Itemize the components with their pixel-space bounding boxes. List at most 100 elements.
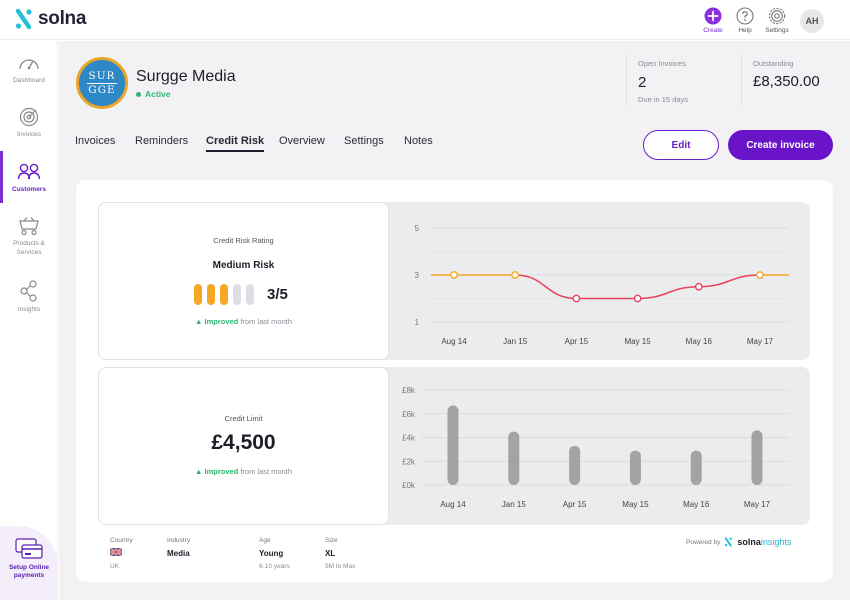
rating-summary: Credit Risk Rating Medium Risk 3/5 ▲ Imp… [98,202,389,360]
x-tick-label: Jan 15 [502,500,527,509]
cart-icon [19,217,39,236]
y-tick-label: 1 [415,318,420,327]
line-point [450,271,458,279]
powered-by: Powered by solnainsights [686,537,791,547]
stat-divider [626,54,627,106]
rating-panel: Credit Risk Rating Medium Risk 3/5 ▲ Imp… [98,202,810,360]
age-value: Young [259,549,284,558]
trend-up-icon: ▲ [194,467,205,476]
limit-summary: Credit Limit £4,500 ▲ Improved from last… [98,367,389,525]
size-label: Size [325,537,338,544]
help-icon [736,7,754,25]
setup-label-1: Setup Online [8,564,50,571]
x-tick-label: May 16 [686,337,713,346]
sidebar-item-insights[interactable]: Insights [0,280,58,314]
gauge-icon [19,59,39,70]
limit-title: Credit Limit [224,414,263,423]
tab-settings[interactable]: Settings [344,135,384,147]
open-invoices-label: Open Invoices [638,59,686,68]
create-button[interactable]: Create [693,7,733,34]
credit-limit-bar-chart: £8k £6k £4k £2k £0k Aug 14 Jan 15 Apr 15 May 15 M… [402,386,789,509]
customer-logo-bottom: GGE [88,83,116,96]
bar [629,450,641,485]
sidebar-item-customers[interactable]: Customers [0,162,58,194]
target-icon [19,107,39,127]
powered-label: Powered by [686,538,721,546]
bar [508,431,520,485]
sidebar-item-label: Insights [17,306,41,313]
sidebar-item-label: Invoices [17,131,41,138]
edit-button[interactable]: Edit [643,130,719,160]
tab-credit-risk[interactable]: Credit Risk [206,135,265,152]
powered-brand[interactable]: solnainsights [737,537,791,547]
limit-panel: Credit Limit £4,500 ▲ Improved from last… [98,367,810,525]
y-tick-label: £4k [402,434,416,443]
sidebar-active-indicator [0,151,3,203]
line-point [511,271,520,279]
settings-button[interactable]: Settings [757,7,797,34]
avatar[interactable]: AH [800,9,824,33]
setup-online-payments[interactable]: Setup Online payments [0,526,58,600]
sidebar-item-products[interactable]: Products & Services [0,216,58,257]
create-invoice-button[interactable]: Create invoice [728,130,833,160]
uk-flag-icon [110,548,122,556]
sidebar-item-label-2: Services [16,249,42,256]
solna-logo[interactable]: solna [14,8,86,30]
y-tick-label: £6k [402,410,416,419]
rating-bar-empty [233,284,241,305]
y-tick-label: 5 [415,224,420,233]
tab-invoices[interactable]: Invoices [75,135,116,147]
y-tick-label: £8k [402,386,416,395]
rating-bars [194,284,259,305]
help-button[interactable]: Help [725,7,765,34]
solna-insights-logo-icon [725,537,733,547]
line-point [572,294,581,303]
sidebar-item-label: Products & [13,240,45,247]
credit-rating-line-chart: 5 3 1 Aug 14 Jan 15 Apr 15 May 15 May 16 May 17 [415,224,789,346]
tab-notes[interactable]: Notes [404,135,433,147]
trend-rest: from last month [240,467,293,476]
powered-brand-accent: insights [760,537,792,547]
bar [447,405,459,485]
y-tick-label: £0k [402,481,416,490]
trend-rest: from last month [240,317,293,326]
customer-logo-top: SUR [88,69,116,82]
outstanding-value: £8,350.00 [753,73,820,90]
country-label: Country [110,537,133,544]
customers-icon [17,163,41,180]
settings-label: Settings [765,27,789,34]
x-tick-label: May 15 [622,500,649,509]
x-tick-label: Apr 15 [565,337,589,346]
sidebar: Dashboard Invoices Customers Products & … [0,40,58,600]
bar [751,430,763,485]
x-tick-label: May 17 [747,337,774,346]
trend-up-icon: ▲ [194,317,205,326]
y-tick-label: 3 [415,271,420,280]
sidebar-item-label: Customers [12,186,46,193]
size-sub: 5M to Max [325,563,356,570]
line-point [694,282,703,291]
industry-label: Industry [167,537,191,544]
trend-word: Improved [204,467,239,476]
sidebar-item-invoices[interactable]: Invoices [0,107,58,139]
rating-title: Credit Risk Rating [213,236,274,245]
customer-name: Surgge Media [136,68,236,85]
status-badge: Active [136,89,171,99]
status-dot-icon [136,91,141,97]
top-bar: solna Create Help Settings AH [0,0,850,40]
bar [690,450,702,485]
size-value: XL [325,549,336,558]
payment-cards-icon [15,538,43,559]
tab-overview[interactable]: Overview [279,135,325,147]
setup-label-2: payments [13,572,45,579]
solna-logo-icon [15,8,32,30]
credit-risk-card: Credit Risk Rating Medium Risk 3/5 ▲ Imp… [76,180,833,582]
plus-circle-icon [704,7,722,25]
x-tick-label: May 16 [683,500,710,509]
gear-icon [768,7,786,25]
customer-logo-rule [87,82,117,84]
customer-logo: SUR GGE [76,57,128,109]
tab-reminders[interactable]: Reminders [135,135,189,147]
sidebar-item-dashboard[interactable]: Dashboard [0,53,58,85]
x-tick-label: May 15 [624,337,651,346]
